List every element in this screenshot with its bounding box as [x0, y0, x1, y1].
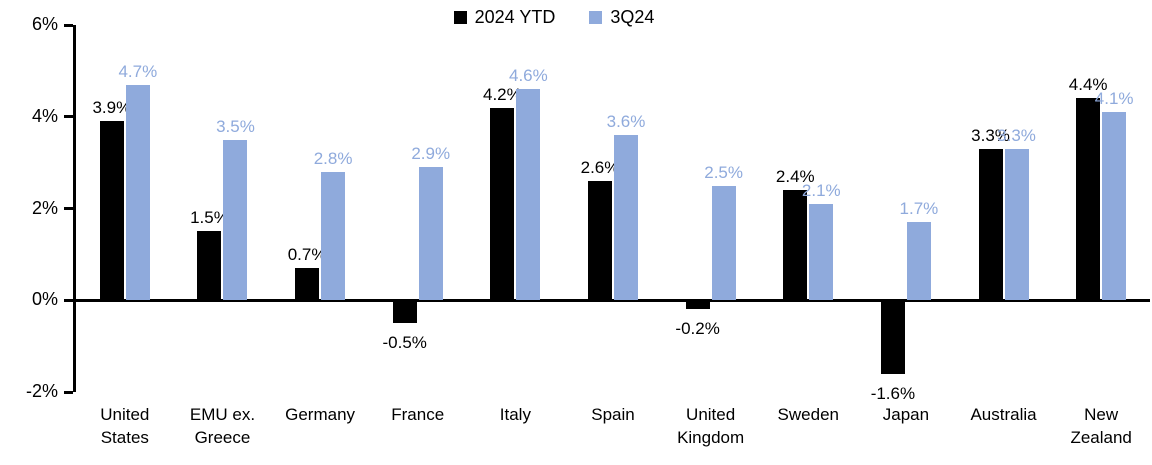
- legend-item-2024-ytd: 2024 YTD: [453, 7, 556, 28]
- x-category-label-sweden: Sweden: [777, 405, 839, 424]
- bar-label-3q24-australia: 3.3%: [997, 125, 1036, 145]
- bar-3q24-italy: [516, 89, 541, 301]
- bar-label-3q24-emu-ex-greece: 3.5%: [216, 116, 255, 136]
- bar-label-3q24-spain: 3.6%: [606, 112, 646, 132]
- y-tick-label-6: 6%: [31, 14, 58, 34]
- bar-label-3q24-france: 2.9%: [411, 144, 451, 164]
- bar-label-2024-ytd-united-states: 3.9%: [92, 98, 132, 118]
- legend-item-3q24: 3Q24: [589, 7, 654, 28]
- chart-legend: 2024 YTD 3Q24: [0, 7, 1130, 28]
- bar-label-2024-ytd-italy: 4.2%: [482, 84, 522, 104]
- x-category-label-france: France: [391, 405, 445, 424]
- bar-3q24-france: [418, 167, 443, 301]
- bar-3q24-japan: [906, 222, 931, 301]
- y-tick-label-4: 4%: [31, 105, 58, 126]
- y-axis-tick: [64, 298, 73, 302]
- bar-label-2024-ytd-spain: 2.6%: [580, 157, 620, 177]
- bar-3q24-new-zealand: [1102, 112, 1127, 301]
- bar-2024-ytd-italy: [490, 107, 515, 301]
- legend-label-3q24: 3Q24: [610, 7, 655, 27]
- bar-label-2024-ytd-australia: 3.3%: [971, 125, 1010, 145]
- x-category-label-emu-ex-greece: EMU ex. Greece: [189, 405, 256, 448]
- bar-label-2024-ytd-emu-ex-greece: 1.5%: [190, 208, 229, 228]
- bar-3q24-germany: [321, 171, 346, 301]
- legend-label-2024-ytd: 2024 YTD: [474, 7, 556, 27]
- x-category-label-germany: Germany: [285, 405, 356, 424]
- x-category-label-japan: Japan: [882, 405, 930, 424]
- bar-2024-ytd-spain: [588, 180, 612, 301]
- x-axis-baseline: [73, 298, 1150, 302]
- bar-label-2024-ytd-germany: 0.7%: [287, 245, 327, 265]
- bar-label-3q24-new-zealand: 4.1%: [1094, 89, 1134, 109]
- y-tick-label-2: 2%: [31, 197, 58, 218]
- y-axis-tick: [64, 115, 73, 119]
- y-axis-line: [73, 25, 76, 392]
- bar-2024-ytd-germany: [295, 268, 320, 301]
- bar-label-3q24-germany: 2.8%: [313, 148, 353, 168]
- y-axis-tick: [64, 23, 73, 27]
- bar-3q24-emu-ex-greece: [223, 139, 248, 301]
- bar-2024-ytd-new-zealand: [1076, 98, 1101, 301]
- bar-label-3q24-japan: 1.7%: [899, 199, 939, 219]
- bar-3q24-united-kingdom: [711, 185, 736, 301]
- bar-2024-ytd-emu-ex-greece: [197, 231, 222, 301]
- y-tick-label-0: 0%: [31, 289, 58, 310]
- bar-2024-ytd-united-kingdom: [685, 300, 710, 310]
- y-tick-label-2: -2%: [25, 381, 58, 401]
- bar-2024-ytd-japan: [880, 300, 905, 374]
- bar-3q24-australia: [1004, 148, 1029, 301]
- bar-label-3q24-united-states: 4.7%: [118, 61, 158, 81]
- x-category-label-new-zealand: New Zealand: [1070, 405, 1132, 448]
- bar-label-2024-ytd-france: -0.5%: [382, 333, 427, 353]
- y-axis-tick: [64, 207, 73, 210]
- bar-label-2024-ytd-new-zealand: 4.4%: [1068, 75, 1108, 95]
- y-axis-tick: [64, 390, 73, 394]
- bar-3q24-united-states: [125, 84, 150, 301]
- bar-label-2024-ytd-japan: -1.6%: [870, 383, 916, 403]
- x-category-label-italy: Italy: [499, 405, 531, 424]
- bar-label-3q24-united-kingdom: 2.5%: [704, 162, 743, 182]
- x-category-label-australia: Australia: [970, 405, 1037, 424]
- legend-swatch-2024-ytd-icon: [453, 11, 467, 24]
- bar-2024-ytd-france: [392, 300, 417, 324]
- legend-swatch-3q24-icon: [589, 11, 603, 24]
- x-category-label-united-kingdom: United Kingdom: [677, 405, 745, 448]
- x-category-label-spain: Spain: [591, 405, 635, 424]
- x-category-label-united-states: United States: [100, 405, 150, 448]
- bar-label-3q24-sweden: 2.1%: [801, 180, 841, 200]
- bar-label-2024-ytd-sweden: 2.4%: [775, 167, 815, 187]
- bar-2024-ytd-australia: [978, 148, 1003, 301]
- bar-label-3q24-italy: 4.6%: [508, 66, 548, 86]
- bar-2024-ytd-united-states: [99, 121, 124, 301]
- bar-2024-ytd-sweden: [783, 190, 808, 301]
- bar-3q24-sweden: [809, 203, 834, 301]
- bar-label-2024-ytd-united-kingdom: -0.2%: [675, 319, 720, 339]
- bar-3q24-spain: [614, 135, 638, 301]
